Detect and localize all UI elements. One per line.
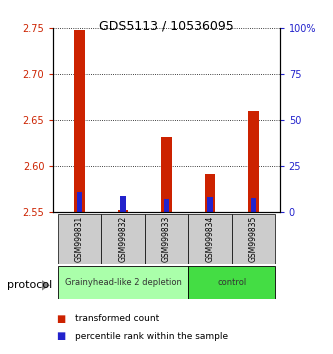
Bar	[118, 210, 129, 212]
Text: GSM999834: GSM999834	[205, 216, 214, 262]
Text: Grainyhead-like 2 depletion: Grainyhead-like 2 depletion	[65, 278, 181, 287]
Bar	[145, 214, 188, 264]
Text: ■: ■	[57, 331, 66, 341]
Bar	[74, 30, 85, 212]
Bar	[251, 198, 256, 212]
Text: percentile rank within the sample: percentile rank within the sample	[75, 332, 228, 341]
Bar	[164, 199, 169, 212]
Bar	[161, 137, 172, 212]
Text: ■: ■	[57, 314, 66, 324]
Bar	[58, 266, 188, 299]
Bar	[232, 214, 275, 264]
Bar	[188, 266, 275, 299]
Text: GDS5113 / 10536095: GDS5113 / 10536095	[99, 19, 234, 33]
Bar	[204, 174, 215, 212]
Text: GSM999831: GSM999831	[75, 216, 84, 262]
Bar	[188, 214, 232, 264]
Text: protocol: protocol	[7, 280, 52, 290]
Text: GSM999833: GSM999833	[162, 216, 171, 262]
Text: transformed count: transformed count	[75, 314, 159, 323]
Bar	[207, 197, 213, 212]
Text: control: control	[217, 278, 246, 287]
Polygon shape	[42, 280, 50, 291]
Bar	[101, 214, 145, 264]
Bar	[58, 214, 101, 264]
Bar	[77, 192, 82, 212]
Bar	[248, 111, 259, 212]
Text: GSM999832: GSM999832	[119, 216, 128, 262]
Text: GSM999835: GSM999835	[249, 216, 258, 262]
Bar	[120, 196, 126, 212]
